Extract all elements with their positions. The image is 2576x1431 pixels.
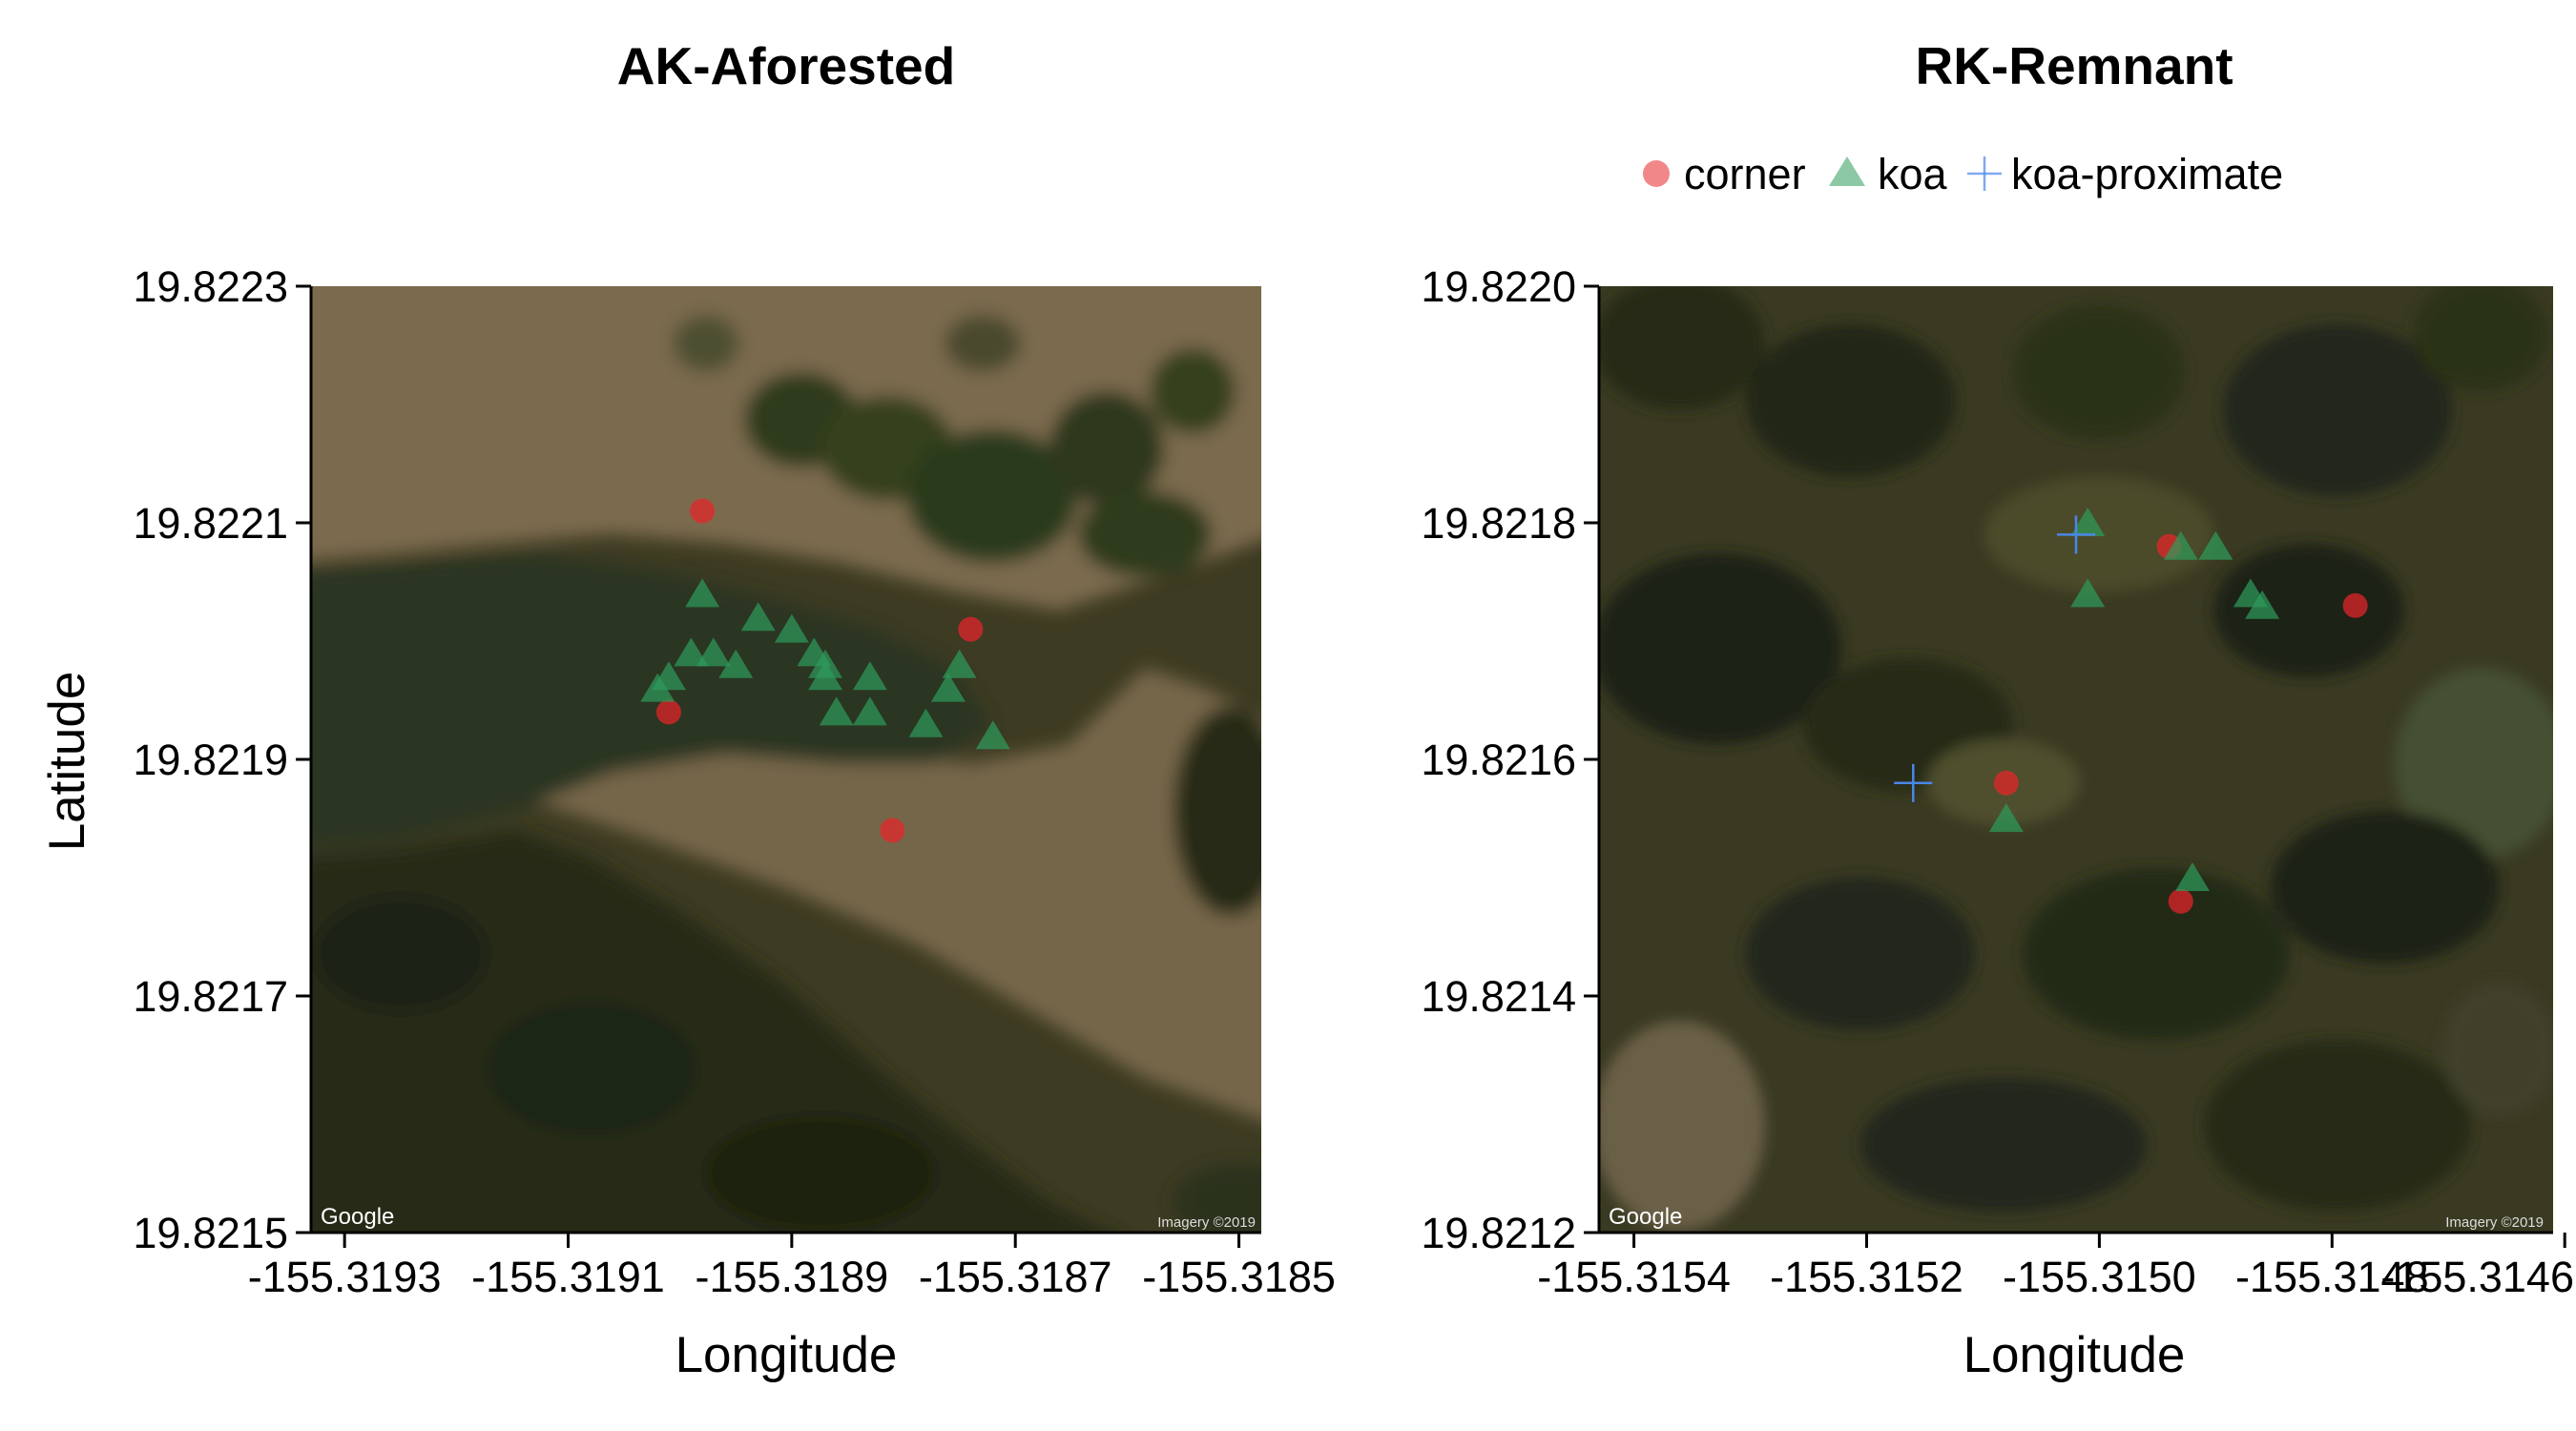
afforested-koa-point-3 bbox=[685, 578, 720, 608]
remnant-koa-point-2 bbox=[2163, 530, 2198, 560]
remnant-y-tick-label: 19.8220 bbox=[1421, 262, 1576, 311]
google-credit-b: Google bbox=[1609, 1204, 1682, 1230]
imagery-credit-a: Imagery ©2019 bbox=[1157, 1214, 1256, 1231]
google-credit-a: Google bbox=[321, 1204, 394, 1230]
legend: corner koa koa-proximate bbox=[1643, 150, 2283, 198]
afforested-koa-point-18 bbox=[975, 720, 1010, 750]
map-afforested bbox=[311, 286, 1261, 1233]
x-axis-label-remnant: Longitude bbox=[1963, 1327, 2186, 1383]
remnant-x-tick-label: -155.3146 bbox=[2380, 1253, 2574, 1301]
data-marks-afforested bbox=[640, 498, 1010, 843]
afforested-y-tick-label: 19.8221 bbox=[133, 499, 288, 548]
afforested-x-tick-label: -155.3191 bbox=[471, 1253, 665, 1301]
afforested-koa-point-4 bbox=[674, 637, 709, 667]
afforested-koa-point-5 bbox=[696, 637, 731, 667]
remnant-koa-point-6 bbox=[2070, 578, 2106, 608]
afforested-x-tick-label: -155.3189 bbox=[696, 1253, 889, 1301]
remnant-x-tick-label: -155.3152 bbox=[1770, 1253, 1963, 1301]
x-axis-label-afforested: Longitude bbox=[675, 1327, 898, 1383]
afforested-y-tick-label: 19.8215 bbox=[133, 1209, 288, 1257]
legend-koa-proximate-label: koa-proximate bbox=[2011, 150, 2283, 198]
afforested-x-tick-label: -155.3187 bbox=[919, 1253, 1112, 1301]
remnant-corner-point-3 bbox=[1993, 770, 2019, 796]
panel-title-afforested: AK-Aforested bbox=[617, 36, 955, 95]
axes-afforested: 19.8215 19.8217 19.8219 19.8221 19.8223 -155.… bbox=[133, 262, 1336, 1301]
remnant-koa-point-8 bbox=[2174, 862, 2210, 891]
legend-koa-label: koa bbox=[1878, 150, 1948, 198]
afforested-corner-point-4 bbox=[880, 818, 905, 843]
afforested-y-tick-label: 19.8217 bbox=[133, 972, 288, 1021]
remnant-y-tick-label: 19.8216 bbox=[1421, 736, 1576, 784]
afforested-corner-point-3 bbox=[958, 616, 984, 642]
afforested-koa-point-15 bbox=[908, 708, 944, 737]
map-remnant bbox=[1599, 286, 2553, 1233]
afforested-corner-point-2 bbox=[655, 699, 681, 725]
legend-koa-swatch bbox=[1829, 156, 1865, 186]
remnant-koa-point-5 bbox=[2245, 590, 2280, 619]
remnant-corner-point-4 bbox=[2168, 888, 2193, 914]
afforested-koa-point-12 bbox=[819, 696, 854, 726]
afforested-koa-point-11 bbox=[808, 661, 843, 691]
afforested-x-tick-label: -155.3193 bbox=[248, 1253, 442, 1301]
data-marks-remnant bbox=[1894, 508, 2368, 914]
afforested-koa-point-13 bbox=[852, 661, 887, 691]
afforested-koa-point-2 bbox=[651, 661, 686, 691]
y-axis-label: Latitude bbox=[39, 672, 95, 852]
legend-corner-swatch bbox=[1643, 160, 1670, 187]
afforested-corner-point-1 bbox=[690, 498, 716, 524]
legend-koa-proximate-swatch bbox=[1967, 156, 2002, 191]
remnant-y-tick-label: 19.8212 bbox=[1421, 1209, 1576, 1257]
remnant-koa-point-7 bbox=[1988, 803, 2024, 832]
remnant-x-tick-label: -155.3148 bbox=[2235, 1253, 2429, 1301]
afforested-koa-point-17 bbox=[942, 649, 977, 678]
afforested-koa-point-7 bbox=[740, 602, 776, 632]
afforested-koa-point-8 bbox=[774, 613, 809, 643]
afforested-y-tick-label: 19.8223 bbox=[133, 262, 288, 311]
legend-corner-label: corner bbox=[1684, 150, 1806, 198]
afforested-koa-point-14 bbox=[852, 696, 887, 726]
remnant-koa-proximate-point-2 bbox=[1894, 763, 1933, 802]
afforested-x-tick-label: -155.3185 bbox=[1142, 1253, 1336, 1301]
remnant-koa-point-3 bbox=[2198, 530, 2233, 560]
afforested-y-tick-label: 19.8219 bbox=[133, 736, 288, 784]
panel-title-remnant: RK-Remnant bbox=[1915, 36, 2233, 95]
afforested-koa-point-6 bbox=[718, 649, 754, 678]
remnant-y-tick-label: 19.8218 bbox=[1421, 499, 1576, 548]
remnant-koa-proximate-point-1 bbox=[2057, 515, 2095, 554]
imagery-credit-b: Imagery ©2019 bbox=[2445, 1214, 2544, 1231]
remnant-koa-point-1 bbox=[2070, 508, 2106, 536]
remnant-y-tick-label: 19.8214 bbox=[1421, 972, 1576, 1021]
remnant-corner-point-2 bbox=[2342, 592, 2368, 618]
axes-remnant: 19.8212 19.8214 19.8216 19.8218 19.8220 -155.… bbox=[1421, 262, 2574, 1301]
afforested-koa-point-16 bbox=[930, 673, 966, 702]
remnant-x-tick-label: -155.3150 bbox=[2003, 1253, 2196, 1301]
remnant-x-tick-label: -155.3154 bbox=[1537, 1253, 1731, 1301]
